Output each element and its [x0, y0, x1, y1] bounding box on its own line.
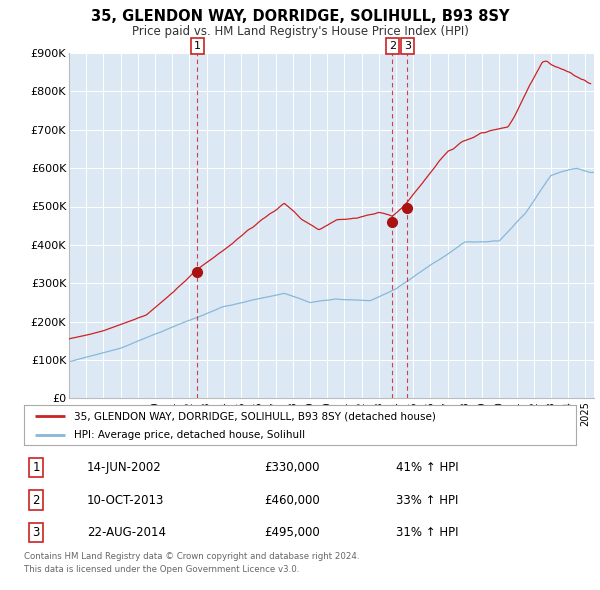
Text: 1: 1	[32, 461, 40, 474]
Text: 41% ↑ HPI: 41% ↑ HPI	[396, 461, 458, 474]
Text: 14-JUN-2002: 14-JUN-2002	[87, 461, 162, 474]
Text: 2: 2	[32, 493, 40, 507]
Text: 35, GLENDON WAY, DORRIDGE, SOLIHULL, B93 8SY: 35, GLENDON WAY, DORRIDGE, SOLIHULL, B93…	[91, 9, 509, 24]
Text: 35, GLENDON WAY, DORRIDGE, SOLIHULL, B93 8SY (detached house): 35, GLENDON WAY, DORRIDGE, SOLIHULL, B93…	[74, 411, 436, 421]
Text: 3: 3	[404, 41, 411, 51]
Text: £495,000: £495,000	[264, 526, 320, 539]
Text: £330,000: £330,000	[264, 461, 320, 474]
Text: £460,000: £460,000	[264, 493, 320, 507]
Text: This data is licensed under the Open Government Licence v3.0.: This data is licensed under the Open Gov…	[24, 565, 299, 573]
Text: Price paid vs. HM Land Registry's House Price Index (HPI): Price paid vs. HM Land Registry's House …	[131, 25, 469, 38]
Text: 3: 3	[32, 526, 40, 539]
Text: Contains HM Land Registry data © Crown copyright and database right 2024.: Contains HM Land Registry data © Crown c…	[24, 552, 359, 560]
Text: 1: 1	[194, 41, 201, 51]
Text: 22-AUG-2014: 22-AUG-2014	[87, 526, 166, 539]
Text: HPI: Average price, detached house, Solihull: HPI: Average price, detached house, Soli…	[74, 430, 305, 440]
Text: 2: 2	[389, 41, 396, 51]
Text: 31% ↑ HPI: 31% ↑ HPI	[396, 526, 458, 539]
Text: 10-OCT-2013: 10-OCT-2013	[87, 493, 164, 507]
Text: 33% ↑ HPI: 33% ↑ HPI	[396, 493, 458, 507]
